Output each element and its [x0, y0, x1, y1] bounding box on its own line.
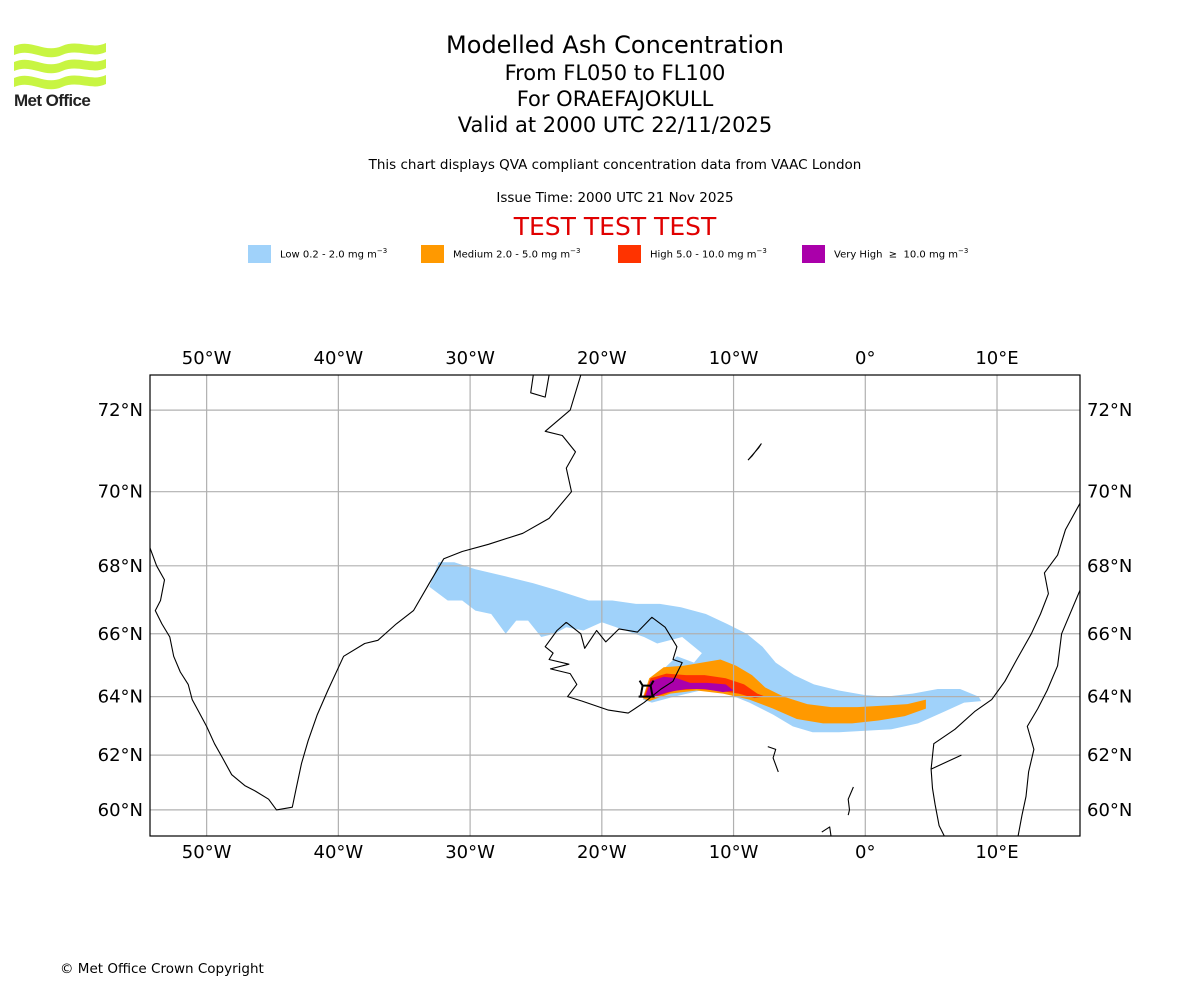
- lat-tick-label-left: 68°N: [98, 556, 143, 577]
- coastline: [150, 375, 582, 811]
- flight-level-range: From FL050 to FL100: [504, 61, 726, 85]
- legend-swatch-low: [248, 245, 271, 263]
- map-frame: [149, 374, 1081, 837]
- lon-tick-label-bottom: 10°W: [709, 842, 759, 863]
- legend-label-text: Medium 2.0 - 5.0 mg m: [453, 249, 571, 261]
- legend-exponent: −3: [756, 247, 767, 255]
- lat-tick-label-right: 68°N: [1087, 556, 1132, 577]
- ash-region-medium: [642, 659, 926, 724]
- legend-exponent: −3: [570, 247, 581, 255]
- lat-tick-label-left: 62°N: [98, 745, 143, 766]
- legend-label-text: High 5.0 - 10.0 mg m: [650, 249, 757, 261]
- lon-tick-label-top: 20°W: [577, 348, 627, 369]
- valid-time: Valid at 2000 UTC 22/11/2025: [457, 113, 773, 137]
- legend-label-medium: Medium 2.0 - 5.0 mg m−3: [453, 247, 580, 260]
- graticule: [150, 375, 1080, 836]
- lon-tick-label-top: 40°W: [314, 348, 364, 369]
- lon-tick-label-bottom: 50°W: [182, 842, 232, 863]
- ash-layer: [429, 562, 982, 733]
- coastline: [930, 754, 962, 836]
- volcano-icon: [638, 680, 655, 698]
- coastline: [1017, 589, 1080, 836]
- met-office-logo-text: Met Office: [14, 91, 91, 110]
- lon-tick-label-bottom: 40°W: [314, 842, 364, 863]
- lat-tick-label-right: 64°N: [1087, 687, 1132, 708]
- coastline: [747, 443, 762, 461]
- ash-region-low: [429, 562, 982, 733]
- volcano-marker-layer: [638, 680, 655, 698]
- coastline: [530, 375, 550, 398]
- legend-label-high: High 5.0 - 10.0 mg m−3: [650, 247, 767, 260]
- legend-swatch-very-high: [802, 245, 825, 263]
- legend-label-low: Low 0.2 - 2.0 mg m−3: [280, 247, 387, 260]
- axis-labels: 50°W 50°W 40°W 40°W 30°W 30°W 20°W 20°W 10°W 10°W…: [98, 348, 1133, 863]
- chart-title-block: Modelled Ash Concentration From FL050 to…: [0, 30, 1200, 138]
- legend-exponent: −3: [957, 247, 969, 255]
- lon-tick-label-top: 10°W: [709, 348, 759, 369]
- source-note: This chart displays QVA compliant concen…: [368, 157, 862, 173]
- lat-tick-label-right: 66°N: [1087, 624, 1132, 645]
- legend-label-very-high: Very High ≥ 10.0 mg m−3: [834, 247, 968, 260]
- coastline: [847, 786, 854, 816]
- lat-tick-label-right: 72°N: [1087, 400, 1132, 421]
- lat-tick-label-right: 70°N: [1087, 482, 1132, 503]
- coastline: [767, 746, 779, 773]
- lat-tick-label-left: 60°N: [98, 800, 143, 821]
- ash-region-very-high: [645, 676, 734, 698]
- coastline: [930, 503, 1080, 770]
- chart-title: Modelled Ash Concentration: [446, 31, 784, 59]
- lat-tick-label-left: 70°N: [98, 482, 143, 503]
- legend-swatch-high: [618, 245, 641, 263]
- issue-time: Issue Time: 2000 UTC 21 Nov 2025: [496, 190, 734, 206]
- lon-tick-label-top: 50°W: [182, 348, 232, 369]
- copyright-notice: © Met Office Crown Copyright: [60, 961, 264, 977]
- lat-tick-label-left: 64°N: [98, 687, 143, 708]
- met-office-logo-waves-icon: [14, 43, 106, 90]
- lon-tick-label-top: 10°E: [975, 348, 1018, 369]
- lat-tick-label-right: 62°N: [1087, 745, 1132, 766]
- lon-tick-label-top: 0°: [855, 348, 875, 369]
- lon-tick-label-bottom: 10°E: [975, 842, 1018, 863]
- lon-tick-label-top: 30°W: [445, 348, 495, 369]
- lon-tick-label-bottom: 0°: [855, 842, 875, 863]
- lon-tick-label-bottom: 20°W: [577, 842, 627, 863]
- lat-tick-label-left: 66°N: [98, 624, 143, 645]
- lon-tick-label-bottom: 30°W: [445, 842, 495, 863]
- legend-label-text: Very High ≥ 10.0 mg m: [834, 249, 958, 261]
- legend-label-text: Low 0.2 - 2.0 mg m: [280, 249, 377, 261]
- legend-exponent: −3: [376, 247, 388, 255]
- volcano-name: For ORAEFAJOKULL: [516, 87, 714, 111]
- lat-tick-label-right: 60°N: [1087, 800, 1132, 821]
- coastline: [821, 826, 832, 836]
- lat-tick-label-left: 72°N: [98, 400, 143, 421]
- legend-swatch-medium: [421, 245, 444, 263]
- test-banner: TEST TEST TEST: [513, 212, 717, 241]
